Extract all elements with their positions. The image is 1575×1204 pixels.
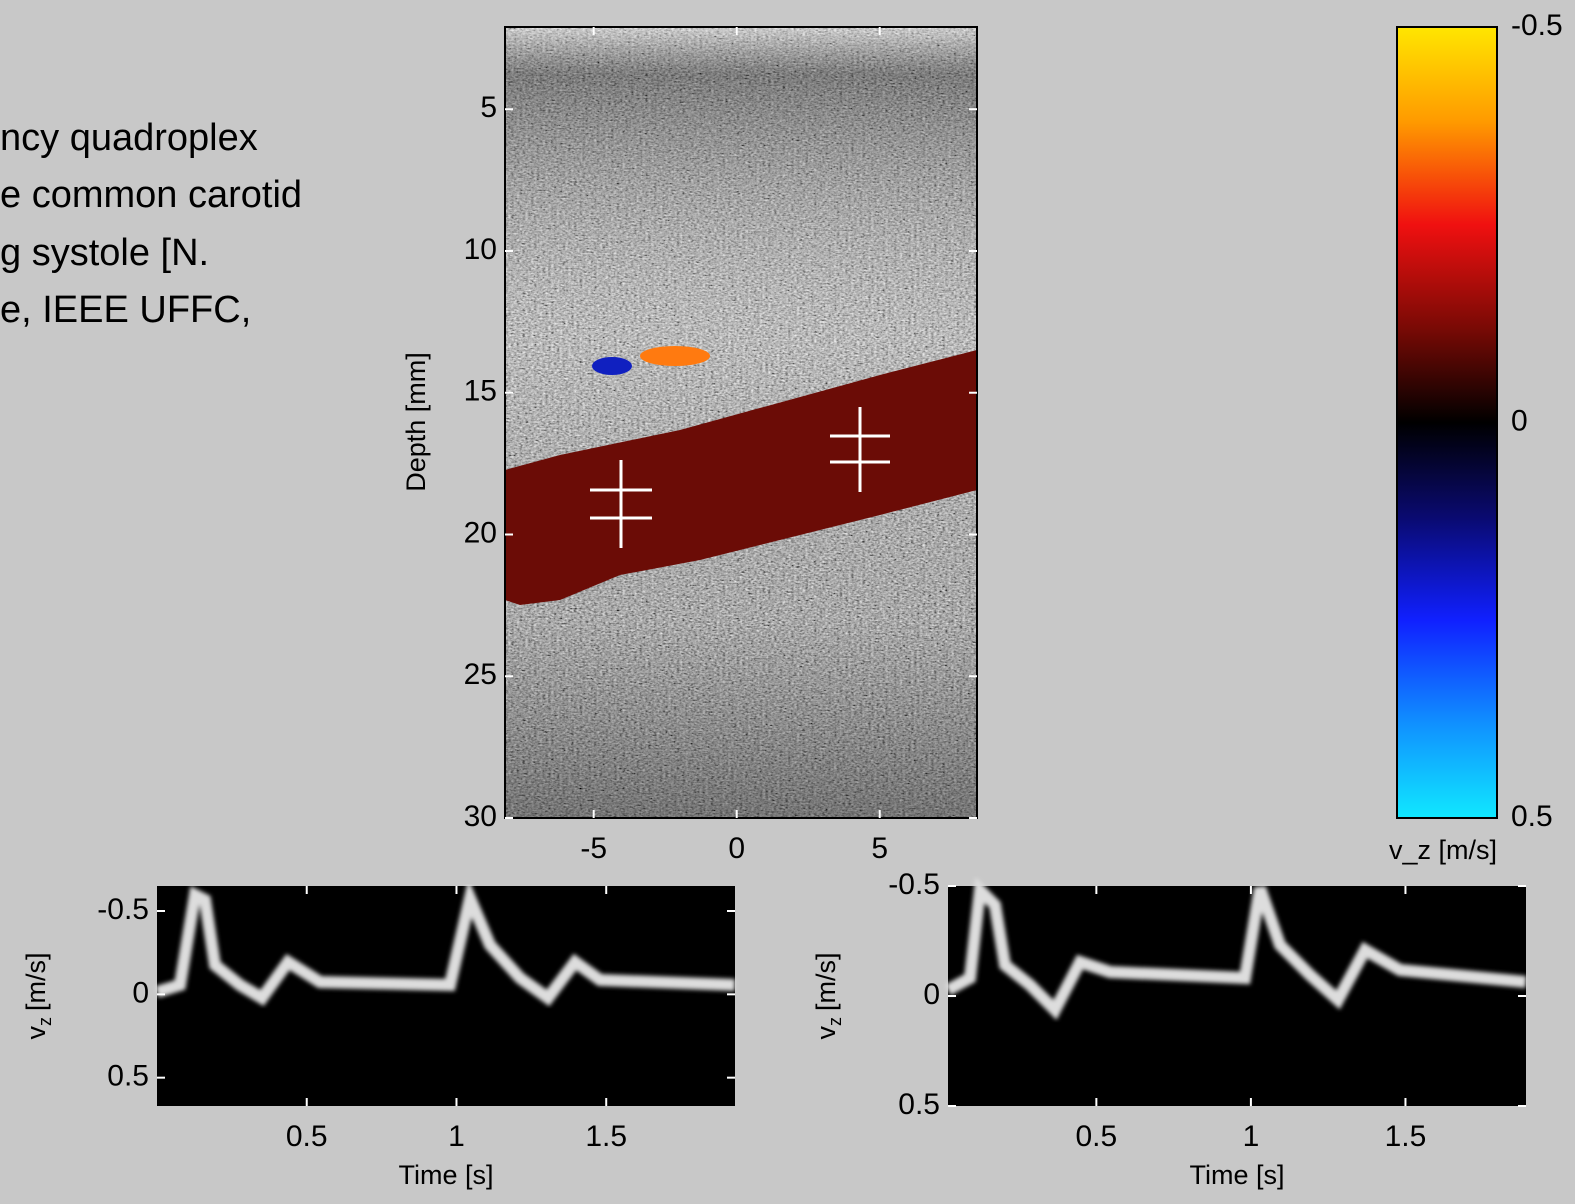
y-label-subscript: z xyxy=(35,1017,55,1026)
x-tick-label: 1.5 xyxy=(1385,1120,1427,1153)
x-tick-label: 0.5 xyxy=(1076,1120,1118,1153)
caption-line: g systole [N. xyxy=(0,232,209,274)
x-tick-label: 0 xyxy=(728,832,745,865)
colorbar xyxy=(1397,27,1497,818)
y-tick-label: 5 xyxy=(480,91,497,124)
x-axis-label: Time [s] xyxy=(398,1160,493,1190)
x-axis-label: Time [s] xyxy=(1189,1160,1284,1190)
x-tick-label: 5 xyxy=(871,832,888,865)
x-tick-label: 1 xyxy=(448,1120,465,1153)
y-tick-label: -0.5 xyxy=(1511,9,1563,42)
ultrasound-image xyxy=(505,27,977,818)
y-tick-label: -0.5 xyxy=(888,868,940,901)
y-label-subscript: z xyxy=(825,1017,845,1026)
y-tick-label: 30 xyxy=(464,800,497,833)
x-tick-label: 0.5 xyxy=(286,1120,328,1153)
caption-line: ncy quadroplex xyxy=(0,117,258,159)
y-axis-label: vz [m/s] xyxy=(21,953,55,1040)
y-tick-label: 0.5 xyxy=(1511,800,1553,833)
y-tick-label: 0.5 xyxy=(107,1060,149,1093)
y-axis-label: vz [m/s] xyxy=(811,953,845,1040)
x-tick-label: -5 xyxy=(580,832,607,865)
spectrogram xyxy=(157,886,735,1106)
spectrogram xyxy=(948,886,1526,1106)
y-tick-label: 15 xyxy=(464,375,497,408)
y-axis-label: Depth [mm] xyxy=(401,352,431,492)
colorbar-label: v_z [m/s] xyxy=(1389,835,1497,865)
y-label-unit: [m/s] xyxy=(21,953,51,1012)
x-tick-label: 1.5 xyxy=(585,1120,627,1153)
y-tick-label: 25 xyxy=(464,658,497,691)
y-label-symbol: v xyxy=(811,1026,841,1040)
flow-blob xyxy=(592,357,632,375)
y-tick-label: 0 xyxy=(132,976,149,1009)
y-tick-label: 0 xyxy=(923,978,940,1011)
y-label-unit: [m/s] xyxy=(811,953,841,1012)
caption-line: e, IEEE UFFC, xyxy=(0,289,251,331)
x-tick-label: 1 xyxy=(1243,1120,1260,1153)
colorbar-scale xyxy=(1397,27,1497,818)
flow-blob xyxy=(640,346,710,366)
y-tick-label: 10 xyxy=(464,233,497,266)
y-tick-label: 0 xyxy=(1511,404,1528,437)
y-tick-label: 0.5 xyxy=(898,1088,940,1121)
y-tick-label: 20 xyxy=(464,516,497,549)
y-tick-label: -0.5 xyxy=(97,893,149,926)
y-label-symbol: v xyxy=(21,1026,51,1040)
caption-line: e common carotid xyxy=(0,174,302,216)
figure: ncy quadroplex e common carotid g systol… xyxy=(0,0,1575,1199)
